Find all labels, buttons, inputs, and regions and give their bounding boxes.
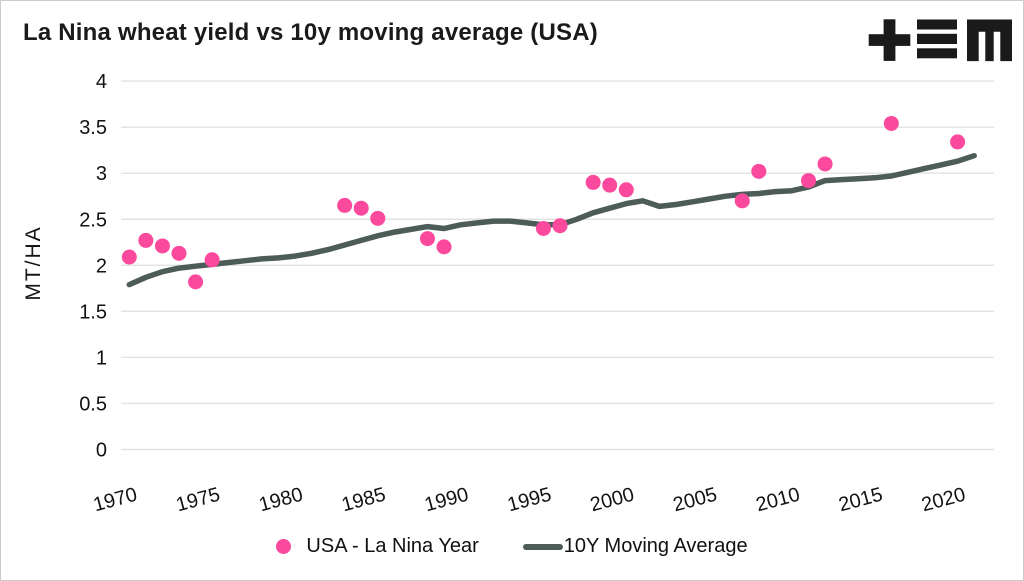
scatter-point [121,249,137,265]
x-tick-label: 2000 [588,484,637,517]
scatter-point [204,252,220,268]
line-swatch-icon [522,543,563,550]
scatter-point [370,210,386,226]
scatter-point [535,220,551,236]
x-tick-label: 1980 [257,484,306,517]
scatter-point [552,218,568,234]
scatter-point [353,200,369,216]
legend-label-la-nina: USA - La Nina Year [306,535,479,557]
y-tick-label: 1.5 [79,301,107,323]
scatter-point [188,274,204,290]
scatter-point [337,197,353,213]
y-tick-label: 0.5 [79,393,107,415]
y-tick-label: 0 [96,440,107,462]
scatter-point [436,239,452,255]
scatter-point [602,177,618,193]
x-tick-label: 2010 [754,484,803,517]
x-tick-label: 1995 [505,484,554,517]
legend-item-moving-average: 10Y Moving Average [522,535,748,558]
x-tick-label: 1970 [91,484,140,517]
scatter-point [734,193,750,209]
x-tick-label: 2020 [919,484,968,517]
legend-label-moving-average: 10Y Moving Average [563,535,748,557]
scatter-point [801,173,817,189]
tem-logo-icon [868,19,1012,62]
y-tick-label: 1 [96,347,107,369]
scatter-point-swatch-icon [276,539,292,554]
legend-item-la-nina: USA - La Nina Year [276,535,479,558]
scatter-point [138,232,154,248]
x-tick-label: 1990 [422,484,471,517]
x-tick-label: 1975 [174,484,223,517]
y-tick-label: 4 [96,71,107,93]
x-tick-label: 2005 [671,484,720,517]
y-tick-label: 2 [96,255,107,277]
scatter-point [883,115,899,131]
x-tick-label: 2015 [836,484,885,517]
scatter-point [618,182,634,198]
y-tick-label: 3.5 [79,117,107,139]
scatter-point [585,174,601,190]
legend: USA - La Nina Year 10Y Moving Average [1,535,1023,558]
y-tick-label: 2.5 [79,209,107,231]
scatter-point [950,134,966,150]
moving-average-line [126,152,977,288]
scatter-point [751,163,767,179]
x-tick-label: 1985 [339,484,388,517]
page-title: La Nina wheat yield vs 10y moving averag… [23,19,598,46]
scatter-point [154,238,170,254]
scatter-point [171,245,187,261]
scatter-point [419,231,435,247]
scatter-point [817,156,833,172]
y-tick-label: 3 [96,163,107,185]
